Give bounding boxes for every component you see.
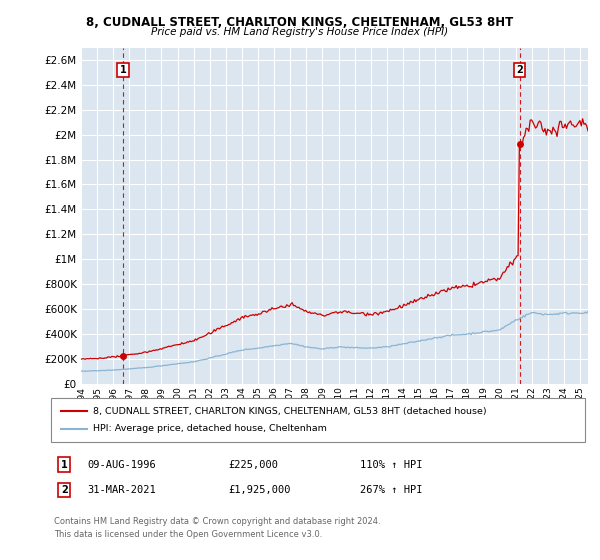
Text: 2: 2 [516, 65, 523, 75]
Text: 8, CUDNALL STREET, CHARLTON KINGS, CHELTENHAM, GL53 8HT: 8, CUDNALL STREET, CHARLTON KINGS, CHELT… [86, 16, 514, 29]
Text: Price paid vs. HM Land Registry's House Price Index (HPI): Price paid vs. HM Land Registry's House … [151, 27, 449, 37]
Text: 1: 1 [61, 460, 68, 470]
Text: This data is licensed under the Open Government Licence v3.0.: This data is licensed under the Open Gov… [54, 530, 322, 539]
Text: 267% ↑ HPI: 267% ↑ HPI [360, 485, 422, 495]
Text: £225,000: £225,000 [228, 460, 278, 470]
Text: Contains HM Land Registry data © Crown copyright and database right 2024.: Contains HM Land Registry data © Crown c… [54, 517, 380, 526]
Text: 2: 2 [61, 485, 68, 495]
Text: 09-AUG-1996: 09-AUG-1996 [87, 460, 156, 470]
Text: 110% ↑ HPI: 110% ↑ HPI [360, 460, 422, 470]
Text: £1,925,000: £1,925,000 [228, 485, 290, 495]
Text: 31-MAR-2021: 31-MAR-2021 [87, 485, 156, 495]
Text: 8, CUDNALL STREET, CHARLTON KINGS, CHELTENHAM, GL53 8HT (detached house): 8, CUDNALL STREET, CHARLTON KINGS, CHELT… [93, 407, 487, 416]
Text: HPI: Average price, detached house, Cheltenham: HPI: Average price, detached house, Chel… [93, 424, 327, 433]
Text: 1: 1 [120, 65, 127, 75]
